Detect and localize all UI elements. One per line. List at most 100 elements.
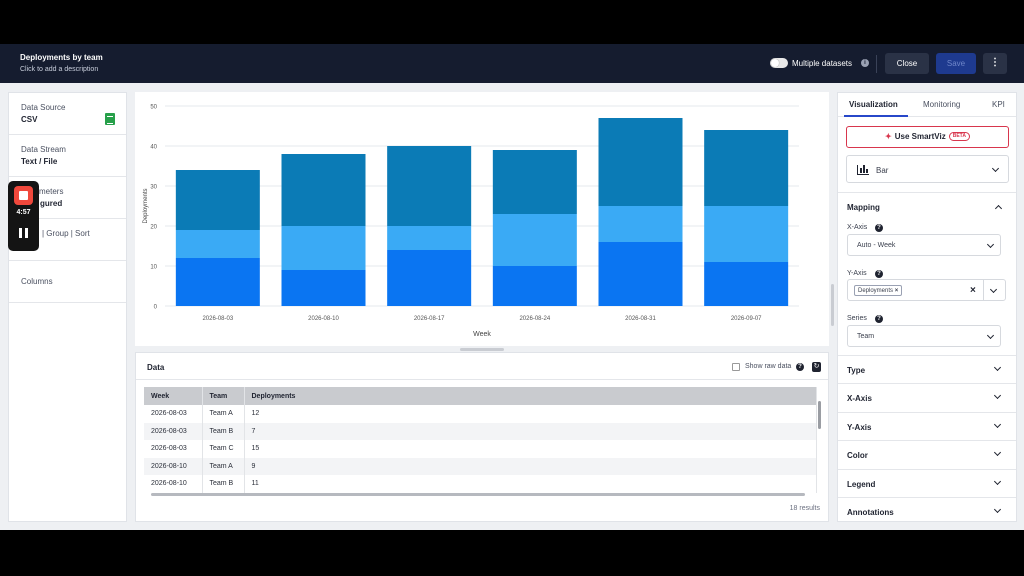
- resize-handle[interactable]: [460, 348, 504, 351]
- screen-recorder-widget: 4:57: [8, 181, 39, 251]
- y-axis-label: Y-Axis: [847, 270, 867, 277]
- tab-bar: Visualization Monitoring KPI: [838, 93, 1016, 117]
- refresh-icon[interactable]: ↻: [812, 362, 821, 372]
- bar[interactable]: [598, 242, 683, 306]
- table-vertical-scrollbar[interactable]: [818, 401, 821, 429]
- results-count: 18 results: [789, 505, 820, 512]
- save-button[interactable]: Save: [936, 53, 976, 74]
- smartviz-button[interactable]: ✦ Use SmartViz BETA: [846, 126, 1009, 148]
- bar[interactable]: [387, 226, 472, 250]
- help-icon[interactable]: ?: [796, 363, 804, 371]
- y-axis-section-header[interactable]: Y-Axis: [838, 412, 1016, 440]
- bar[interactable]: [492, 214, 577, 266]
- help-icon[interactable]: ?: [875, 270, 883, 278]
- y-axis-select[interactable]: Deployments × ×: [847, 279, 1006, 301]
- info-icon[interactable]: i: [861, 59, 869, 67]
- table-cell: 15: [244, 440, 817, 458]
- series-select[interactable]: Team: [847, 325, 1001, 347]
- close-button[interactable]: Close: [885, 53, 929, 74]
- top-bar: Deployments by team Click to add a descr…: [0, 44, 1024, 83]
- remove-chip-icon[interactable]: ×: [894, 288, 899, 294]
- page-description[interactable]: Click to add a description: [20, 66, 99, 73]
- multiple-datasets-toggle[interactable]: [770, 58, 788, 68]
- active-tab-indicator: [844, 115, 908, 117]
- bar[interactable]: [598, 206, 683, 242]
- bar[interactable]: [598, 118, 683, 206]
- help-icon[interactable]: ?: [875, 224, 883, 232]
- filter-group-sort-item[interactable]: | Group | Sort: [9, 219, 126, 261]
- section-title: Legend: [847, 480, 876, 489]
- legend-section-header[interactable]: Legend: [838, 469, 1016, 497]
- bar[interactable]: [387, 250, 472, 306]
- x-axis-title: Week: [473, 331, 491, 338]
- chevron-down-icon: [993, 363, 1002, 372]
- bar[interactable]: [175, 258, 260, 306]
- bar[interactable]: [281, 154, 366, 226]
- chevron-down-icon: [993, 420, 1002, 429]
- bar[interactable]: [175, 230, 260, 258]
- mapping-section-header[interactable]: Mapping: [838, 192, 1016, 220]
- tab-monitoring[interactable]: Monitoring: [923, 100, 961, 109]
- bar[interactable]: [387, 146, 472, 226]
- recording-timer: 4:57: [16, 209, 31, 216]
- chart-type-select[interactable]: Bar: [846, 155, 1009, 183]
- more-options-button[interactable]: ⋮: [983, 53, 1007, 74]
- parameters-item[interactable]: meters gured: [9, 177, 126, 219]
- pause-icon[interactable]: [19, 228, 28, 238]
- bar[interactable]: [175, 170, 260, 230]
- table-cell: 2026-08-03: [144, 405, 203, 423]
- y-axis-chip[interactable]: Deployments ×: [854, 285, 903, 296]
- table-header-row: Week Team Deployments: [144, 387, 817, 405]
- bar[interactable]: [281, 270, 366, 306]
- parameters-value: gured: [40, 199, 63, 208]
- chevron-down-icon: [991, 164, 1000, 173]
- parameters-label: meters: [39, 187, 64, 196]
- table-cell: 2026-08-03: [144, 422, 203, 440]
- annotations-section-header[interactable]: Annotations: [838, 497, 1016, 521]
- bar[interactable]: [704, 130, 789, 206]
- x-axis-section-header[interactable]: X-Axis: [838, 383, 1016, 411]
- bar[interactable]: [281, 226, 366, 270]
- chart-scrollbar[interactable]: [831, 284, 834, 326]
- x-tick-label: 2026-08-17: [414, 316, 445, 322]
- page-title[interactable]: Deployments by team: [20, 53, 103, 62]
- column-header[interactable]: Week: [144, 387, 203, 405]
- y-tick-label: 10: [150, 265, 157, 271]
- tab-kpi[interactable]: KPI: [992, 100, 1005, 109]
- clear-icon[interactable]: ×: [970, 285, 976, 296]
- data-source-item[interactable]: Data Source CSV: [9, 93, 126, 135]
- bar[interactable]: [492, 266, 577, 306]
- bar[interactable]: [704, 262, 789, 306]
- beta-badge: BETA: [948, 132, 970, 142]
- mapping-title: Mapping: [847, 203, 880, 212]
- tab-visualization[interactable]: Visualization: [849, 100, 898, 109]
- type-section-header[interactable]: Type: [838, 355, 1016, 383]
- table-cell: Team A: [202, 405, 245, 423]
- right-panel: Visualization Monitoring KPI ✦ Use SmartV…: [837, 92, 1017, 522]
- bar[interactable]: [704, 206, 789, 262]
- show-raw-data-checkbox[interactable]: [732, 363, 740, 371]
- stop-recording-button[interactable]: [14, 186, 33, 205]
- y-tick-label: 30: [150, 185, 157, 191]
- table-horizontal-scrollbar[interactable]: [151, 493, 805, 496]
- table-row[interactable]: 2026-08-03 Team C 15: [144, 440, 817, 458]
- color-section-header[interactable]: Color: [838, 440, 1016, 468]
- table-cell: Team C: [202, 440, 245, 458]
- columns-item[interactable]: Columns: [9, 261, 126, 303]
- x-tick-label: 2026-09-07: [731, 316, 762, 322]
- section-title: Annotations: [847, 508, 894, 517]
- table-row[interactable]: 2026-08-10 Team B 11: [144, 475, 817, 493]
- column-header[interactable]: Deployments: [244, 387, 817, 405]
- x-tick-label: 2026-08-03: [202, 316, 233, 322]
- data-stream-item[interactable]: Data Stream Text / File: [9, 135, 126, 177]
- x-axis-select[interactable]: Auto - Week: [847, 234, 1001, 256]
- smartviz-label: Use SmartViz: [894, 132, 946, 141]
- show-raw-data-label: Show raw data: [745, 363, 792, 370]
- chevron-down-icon: [986, 331, 995, 340]
- table-row[interactable]: 2026-08-03 Team A 12: [144, 405, 817, 423]
- bar[interactable]: [492, 150, 577, 214]
- column-header[interactable]: Team: [202, 387, 245, 405]
- help-icon[interactable]: ?: [875, 315, 883, 323]
